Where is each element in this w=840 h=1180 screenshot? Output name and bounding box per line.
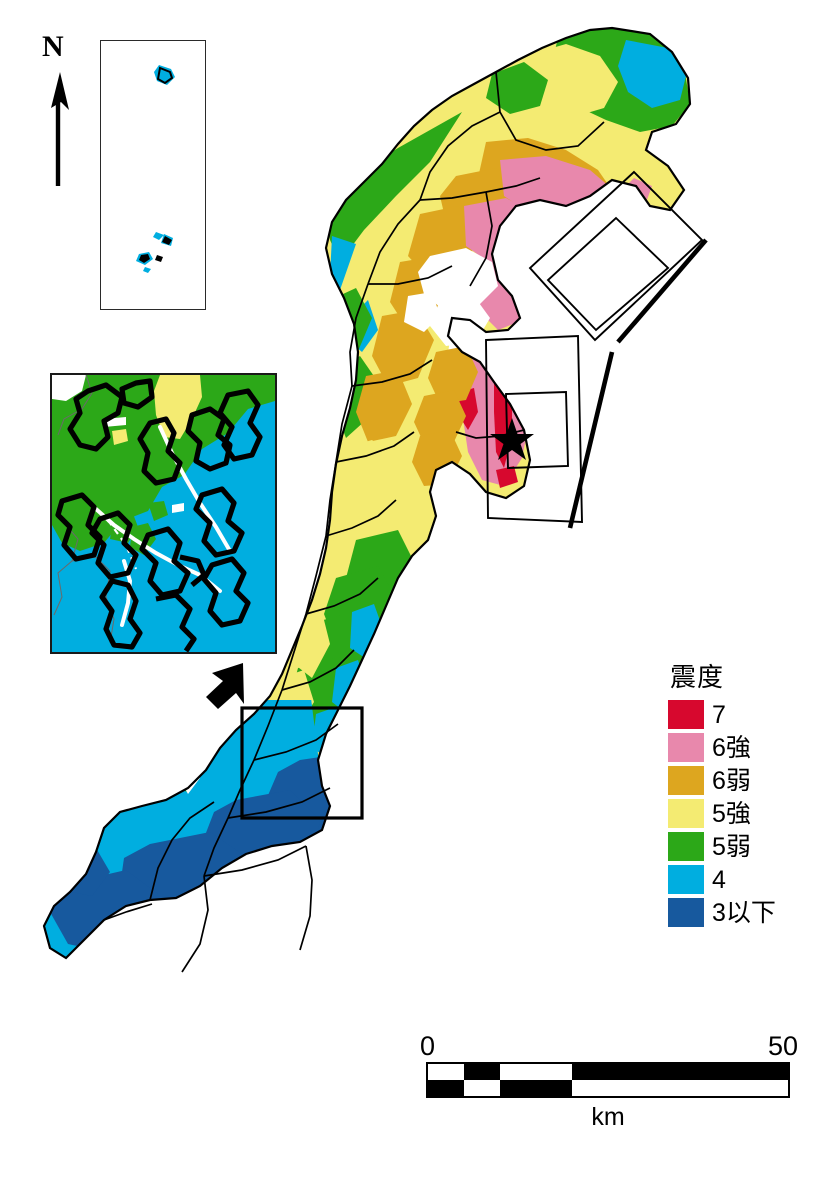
kanazawa-detail-inset <box>50 373 277 654</box>
scale-bar-max-label: 50 <box>767 1031 798 1061</box>
legend-item-7: 7 <box>668 698 828 731</box>
north-arrow-glyph-icon <box>51 72 69 186</box>
legend-item-5-strong: 5強 <box>668 797 828 830</box>
legend-item-4: 4 <box>668 863 828 896</box>
island-nanatsujima <box>136 232 173 273</box>
scale-bar: 0 50 km <box>420 1032 798 1132</box>
scale-bar-unit-label: km <box>591 1103 625 1131</box>
islands-shapes <box>136 65 175 273</box>
offshore-islands-inset <box>100 40 206 310</box>
scale-bar-min-label: 0 <box>420 1031 436 1061</box>
legend-swatch-7 <box>668 700 704 729</box>
municipal-boundaries <box>103 71 605 973</box>
legend-item-5-weak: 5弱 <box>668 830 828 863</box>
north-arrow-label: N <box>42 30 64 63</box>
legend-swatch-6-strong <box>668 733 704 762</box>
legend-label-5-weak: 5弱 <box>712 832 751 861</box>
scale-bar-numbers: 0 50 <box>420 1032 798 1062</box>
island-hegurajima <box>154 65 175 85</box>
legend-swatch-6-weak <box>668 766 704 795</box>
detail-inset-content <box>52 375 275 652</box>
legend-swatch-4 <box>668 865 704 894</box>
legend-swatch-5-weak <box>668 832 704 861</box>
inset-callout-arrow-icon <box>206 663 244 709</box>
legend: 震度 7 6強 6弱 5強 5弱 4 3以下 <box>668 662 828 929</box>
legend-swatch-5-strong <box>668 799 704 828</box>
legend-label-5-strong: 5強 <box>712 799 751 828</box>
detail-inset-locator-box <box>240 706 364 820</box>
epicenter-star-icon <box>490 418 534 460</box>
legend-title: 震度 <box>670 662 725 692</box>
legend-item-3-or-less: 3以下 <box>668 896 828 929</box>
north-arrow: N <box>36 32 106 196</box>
legend-item-6-strong: 6強 <box>668 731 828 764</box>
legend-label-4: 4 <box>712 865 726 894</box>
legend-label-6-weak: 6弱 <box>712 766 751 795</box>
legend-item-6-weak: 6弱 <box>668 764 828 797</box>
legend-label-3-or-less: 3以下 <box>712 898 776 927</box>
legend-label-6-strong: 6強 <box>712 733 751 762</box>
scale-bar-graphic <box>426 1062 790 1098</box>
legend-swatch-3-or-less <box>668 898 704 927</box>
legend-label-7: 7 <box>712 700 726 729</box>
